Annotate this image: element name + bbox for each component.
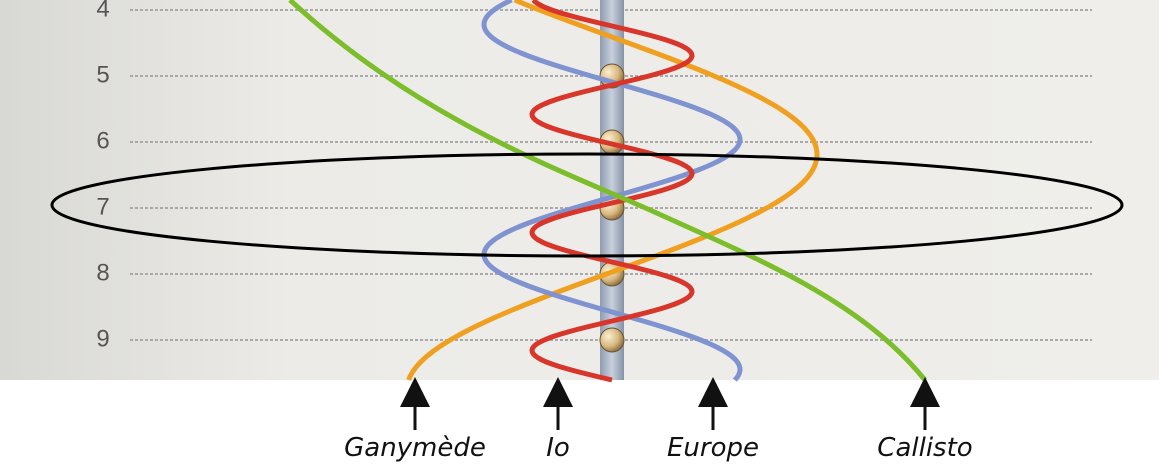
moon-label: Europe — [667, 433, 759, 463]
moon-label: Io — [546, 433, 570, 463]
row-label: 7 — [96, 193, 109, 220]
jupiter-marker — [600, 328, 624, 352]
photo-background — [0, 0, 1159, 380]
moon-label: Ganymède — [344, 433, 486, 463]
row-label: 4 — [96, 0, 109, 22]
row-label: 6 — [96, 127, 109, 154]
row-label: 5 — [96, 61, 109, 88]
moon-labels: Ganymède Io Europe Callisto — [344, 392, 973, 463]
row-label: 9 — [96, 325, 109, 352]
figure: 4 5 6 7 8 9 Ganymède Io Europe Callisto — [0, 0, 1159, 468]
moon-label: Callisto — [877, 433, 972, 463]
row-label: 8 — [96, 259, 109, 286]
